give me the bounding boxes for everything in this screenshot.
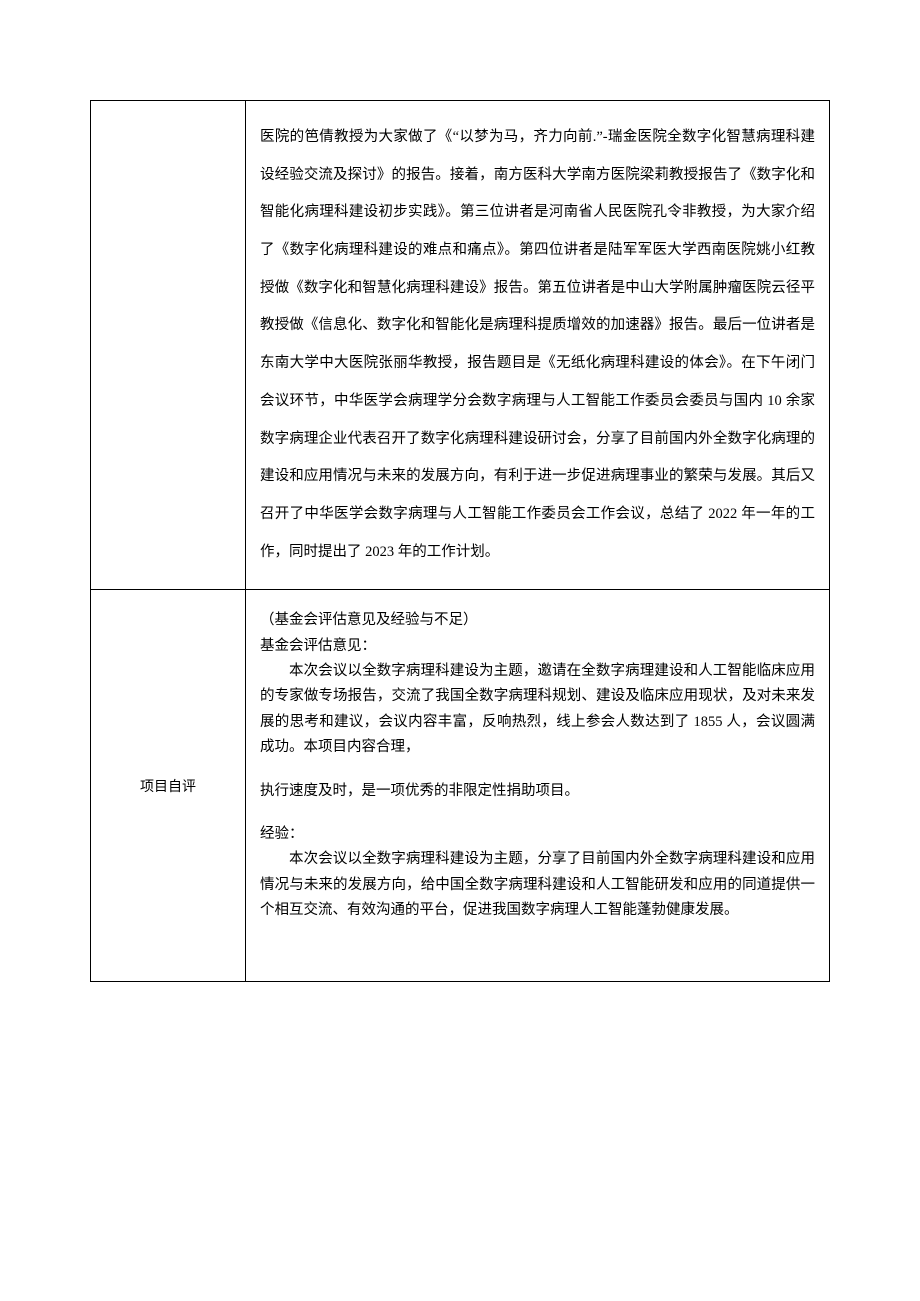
table-row: 医院的笆倩教授为大家做了《“以梦为马，齐力向前.”-瑞金医院全数字化智慧病理科建… xyxy=(91,101,830,590)
section1-block: （基金会评估意见及经验与不足） 基金会评估意见： 本次会议以全数字病理科建设为主… xyxy=(260,608,815,760)
bottom-pad xyxy=(260,923,815,963)
section2-block: 经验： 本次会议以全数字病理科建设为主题，分享了目前国内外全数字病理科建设和应用… xyxy=(260,822,815,924)
section1-heading: 基金会评估意见： xyxy=(260,634,815,659)
section2-heading: 经验： xyxy=(260,822,815,847)
row2-content-cell: （基金会评估意见及经验与不足） 基金会评估意见： 本次会议以全数字病理科建设为主… xyxy=(246,590,830,982)
row2-label: 项目自评 xyxy=(140,780,196,795)
section1-p2: 执行速度及时，是一项优秀的非限定性捐助项目。 xyxy=(260,779,815,804)
row1-label-cell xyxy=(91,101,246,590)
row1-paragraph: 医院的笆倩教授为大家做了《“以梦为马，齐力向前.”-瑞金医院全数字化智慧病理科建… xyxy=(260,119,815,571)
gap-1 xyxy=(260,761,815,779)
row1-text-block: 医院的笆倩教授为大家做了《“以梦为马，齐力向前.”-瑞金医院全数字化智慧病理科建… xyxy=(260,119,815,571)
section1-p1: 本次会议以全数字病理科建设为主题，邀请在全数字病理建设和人工智能临床应用的专家做… xyxy=(260,659,815,761)
row1-content-cell: 医院的笆倩教授为大家做了《“以梦为马，齐力向前.”-瑞金医院全数字化智慧病理科建… xyxy=(246,101,830,590)
section1-cont-block: 执行速度及时，是一项优秀的非限定性捐助项目。 xyxy=(260,779,815,804)
section2-p1: 本次会议以全数字病理科建设为主题，分享了目前国内外全数字病理科建设和应用情况与未… xyxy=(260,847,815,923)
row2-label-cell: 项目自评 xyxy=(91,590,246,982)
table-row: 项目自评 （基金会评估意见及经验与不足） 基金会评估意见： 本次会议以全数字病理… xyxy=(91,590,830,982)
gap-2 xyxy=(260,804,815,822)
section1-title: （基金会评估意见及经验与不足） xyxy=(260,608,815,633)
document-table: 医院的笆倩教授为大家做了《“以梦为马，齐力向前.”-瑞金医院全数字化智慧病理科建… xyxy=(90,100,830,982)
